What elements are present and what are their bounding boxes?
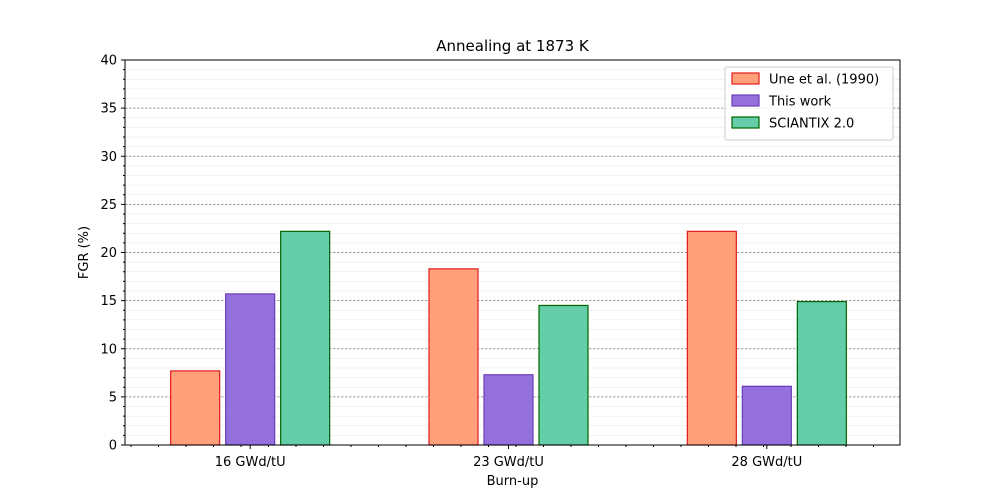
legend-swatch <box>731 94 760 107</box>
y-tick-label: 15 <box>100 294 117 309</box>
y-tick-label: 40 <box>100 54 117 69</box>
legend-label: Une et al. (1990) <box>769 73 879 88</box>
x-axis-label: Burn-up <box>487 474 539 489</box>
y-tick-label: 35 <box>100 102 117 117</box>
legend-label: SCIANTIX 2.0 <box>769 117 854 132</box>
legend-box <box>724 66 894 141</box>
y-tick-label: 30 <box>100 150 117 165</box>
x-axis-ticks: 16 GWd/tU 23 GWd/tU 28 GWd/tU <box>130 445 874 470</box>
bar <box>686 230 737 446</box>
y-axis-ticks: 0 5 10 15 20 25 30 35 40 <box>100 54 125 454</box>
x-tick-label: 16 GWd/tU <box>215 455 286 470</box>
y-axis-label: FGR (%) <box>77 226 92 279</box>
legend-swatch <box>731 72 760 85</box>
y-tick-label: 0 <box>109 439 117 454</box>
y-tick-label: 5 <box>109 390 117 405</box>
bar <box>741 385 792 446</box>
y-tick-label: 20 <box>100 246 117 261</box>
legend-label: This work <box>768 95 832 110</box>
y-tick-label: 10 <box>100 342 117 357</box>
bar <box>428 268 479 446</box>
legend: Une et al. (1990) This work SCIANTIX 2.0 <box>724 66 894 141</box>
bar <box>170 370 221 446</box>
x-tick-label: 23 GWd/tU <box>473 455 544 470</box>
bar <box>796 300 847 446</box>
bars <box>170 230 847 446</box>
bar <box>538 304 589 446</box>
y-tick-label: 25 <box>100 198 117 213</box>
legend-swatch <box>731 116 760 129</box>
bar <box>280 230 331 446</box>
bar <box>483 374 534 446</box>
bar <box>225 293 276 446</box>
chart-title: Annealing at 1873 K <box>436 37 590 55</box>
x-tick-label: 28 GWd/tU <box>731 455 802 470</box>
